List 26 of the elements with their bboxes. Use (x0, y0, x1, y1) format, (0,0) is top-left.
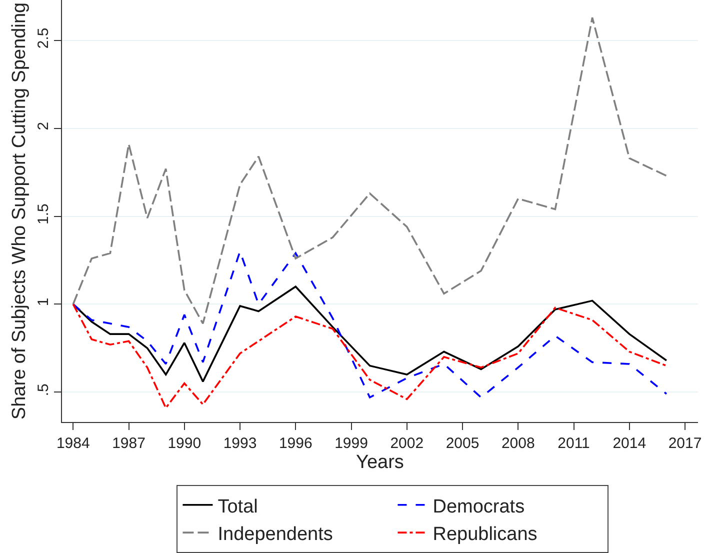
legend-label: Total (218, 496, 258, 518)
x-tick-label: 1993 (223, 435, 257, 452)
x-tick-label: 1984 (56, 435, 90, 452)
legend-label: Independents (218, 524, 333, 545)
line-series (72, 16, 668, 324)
y-tick-label: 2.5 (35, 28, 52, 49)
legend-label: Democrats (432, 496, 525, 518)
x-tick-label: 1990 (168, 435, 202, 452)
line-series (72, 303, 668, 409)
x-tick-label: 1987 (112, 435, 146, 452)
x-tick-label: 1996 (278, 435, 312, 452)
x-tick-label: 2011 (558, 435, 590, 452)
x-tick-label: 2008 (501, 435, 535, 452)
x-tick-label: 1999 (334, 435, 368, 452)
y-tick-label: .5 (35, 384, 52, 396)
x-tick-label: 2014 (612, 435, 646, 452)
x-tick-label: 2002 (390, 435, 424, 452)
legend-label: Republicans (432, 524, 538, 545)
x-axis-title: Years (356, 452, 404, 473)
x-tick-label: 2017 (668, 435, 702, 452)
y-tick-label: 1.5 (35, 204, 52, 224)
y-tick-label: 2 (35, 122, 52, 130)
y-axis-title: Share of Subjects Who Support Cutting Spending (8, 2, 30, 420)
line-series (72, 250, 668, 398)
y-tick-label: 1 (35, 298, 52, 306)
x-tick-label: 2005 (446, 435, 480, 452)
